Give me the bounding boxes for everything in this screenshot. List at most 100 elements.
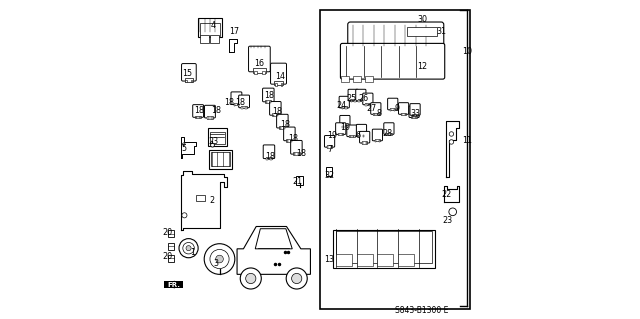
Text: 21: 21: [292, 177, 303, 186]
Bar: [266, 101, 267, 103]
Text: 20: 20: [163, 228, 173, 237]
Circle shape: [211, 143, 214, 147]
FancyBboxPatch shape: [388, 98, 398, 110]
Bar: [241, 107, 243, 109]
Text: 9: 9: [395, 104, 400, 113]
Bar: [209, 150, 232, 169]
Bar: [168, 230, 173, 237]
Bar: [373, 114, 374, 115]
Bar: [291, 140, 292, 142]
Text: 31: 31: [436, 27, 446, 36]
Text: 26: 26: [358, 94, 369, 103]
Bar: [342, 125, 348, 128]
Text: 2: 2: [209, 197, 214, 205]
Bar: [280, 127, 281, 129]
Bar: [270, 158, 272, 160]
Text: 16: 16: [254, 59, 264, 68]
FancyBboxPatch shape: [291, 140, 302, 154]
Bar: [359, 135, 360, 137]
Circle shape: [240, 268, 261, 289]
Text: 15: 15: [182, 69, 193, 78]
FancyBboxPatch shape: [271, 63, 287, 84]
Bar: [262, 70, 265, 74]
Bar: [196, 117, 197, 118]
Text: 18: 18: [264, 91, 274, 100]
FancyBboxPatch shape: [263, 145, 275, 159]
FancyBboxPatch shape: [384, 123, 394, 134]
Bar: [365, 103, 371, 105]
Bar: [353, 76, 361, 82]
Text: 23: 23: [442, 216, 452, 225]
Text: FR.: FR.: [167, 282, 180, 287]
Text: 14: 14: [275, 72, 285, 81]
Bar: [369, 104, 371, 106]
Bar: [390, 109, 392, 111]
Bar: [407, 27, 437, 36]
Text: 18: 18: [296, 149, 306, 158]
Bar: [342, 134, 343, 135]
Bar: [331, 146, 332, 148]
FancyBboxPatch shape: [363, 93, 373, 105]
Text: 18: 18: [288, 134, 298, 143]
Bar: [211, 35, 219, 43]
Bar: [341, 76, 349, 82]
Bar: [373, 113, 378, 115]
Text: 22: 22: [442, 190, 452, 199]
FancyBboxPatch shape: [356, 124, 367, 136]
Bar: [266, 157, 272, 160]
FancyBboxPatch shape: [347, 125, 357, 137]
FancyBboxPatch shape: [339, 96, 349, 108]
Bar: [398, 255, 414, 265]
FancyBboxPatch shape: [360, 131, 370, 143]
Text: 13: 13: [324, 256, 334, 264]
Bar: [342, 107, 343, 109]
Bar: [198, 18, 222, 37]
Circle shape: [182, 213, 187, 218]
Text: 11: 11: [461, 136, 472, 145]
Bar: [265, 100, 271, 103]
Text: 4: 4: [211, 21, 216, 30]
Bar: [351, 100, 352, 102]
Bar: [266, 158, 268, 160]
FancyBboxPatch shape: [409, 106, 419, 117]
Bar: [336, 255, 352, 265]
PathPatch shape: [237, 226, 310, 274]
Text: 19: 19: [340, 123, 350, 132]
Bar: [210, 132, 225, 144]
Bar: [287, 140, 288, 142]
Bar: [365, 76, 373, 82]
Bar: [349, 135, 355, 137]
Bar: [346, 107, 347, 109]
Bar: [390, 108, 396, 110]
FancyBboxPatch shape: [340, 43, 445, 79]
Bar: [234, 103, 239, 105]
Bar: [298, 153, 299, 155]
Text: S843-B1300 E: S843-B1300 E: [396, 306, 449, 315]
Bar: [342, 126, 344, 128]
FancyBboxPatch shape: [356, 89, 366, 101]
Bar: [394, 109, 395, 111]
Circle shape: [204, 244, 235, 274]
Text: 19: 19: [327, 131, 337, 140]
Bar: [401, 113, 406, 115]
Bar: [207, 117, 209, 119]
Text: 1: 1: [190, 248, 195, 256]
Bar: [401, 114, 403, 115]
FancyBboxPatch shape: [231, 92, 242, 105]
Circle shape: [183, 242, 195, 254]
Bar: [379, 140, 380, 142]
Bar: [280, 83, 282, 86]
Bar: [377, 114, 378, 115]
Bar: [362, 100, 364, 102]
Bar: [195, 115, 201, 118]
FancyBboxPatch shape: [340, 115, 350, 127]
Bar: [387, 134, 388, 135]
Bar: [284, 127, 285, 129]
Bar: [294, 153, 295, 155]
Bar: [196, 195, 205, 201]
Circle shape: [210, 249, 229, 269]
Bar: [293, 152, 300, 155]
FancyBboxPatch shape: [372, 129, 383, 141]
Bar: [273, 115, 274, 116]
Polygon shape: [229, 39, 237, 52]
